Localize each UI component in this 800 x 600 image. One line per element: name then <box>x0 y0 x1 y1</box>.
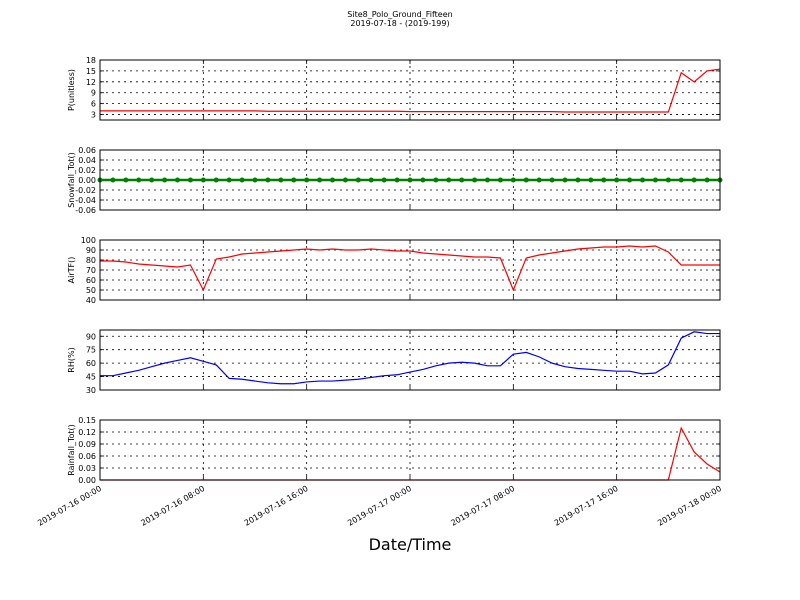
data-point <box>381 177 387 183</box>
data-point <box>575 177 581 183</box>
y-tick-label: 12 <box>86 78 96 87</box>
data-point <box>652 177 658 183</box>
data-point <box>110 177 116 183</box>
data-point <box>472 177 478 183</box>
y-axis-label: RH(%) <box>67 347 76 372</box>
data-point <box>317 177 323 183</box>
plot-frame <box>99 149 721 211</box>
y-tick-label: 3 <box>91 111 96 120</box>
y-axis-label: P(unitless) <box>67 69 76 111</box>
data-point <box>523 177 529 183</box>
y-tick-label: 0.02 <box>78 166 96 175</box>
y-tick-label: 40 <box>86 296 96 305</box>
data-point <box>200 177 206 183</box>
y-tick-label: 9 <box>91 89 96 98</box>
y-tick-label: 0.15 <box>78 416 96 425</box>
y-tick-label: 6 <box>91 100 96 109</box>
data-point <box>187 177 193 183</box>
plot-frame <box>99 59 721 121</box>
y-tick-label: 100 <box>81 236 96 245</box>
data-line <box>100 245 720 292</box>
data-point <box>342 177 348 183</box>
y-tick-label: 45 <box>86 373 96 382</box>
y-tick-label: 50 <box>86 286 96 295</box>
data-point <box>549 177 555 183</box>
y-tick-label: 18 <box>86 56 96 65</box>
data-point <box>330 177 335 183</box>
plot-frame <box>99 239 721 301</box>
data-point <box>278 177 284 183</box>
data-point <box>627 177 633 183</box>
data-point <box>433 177 439 183</box>
y-tick-label: 0.04 <box>78 156 96 165</box>
y-axis-label: Rainfall_Tot() <box>67 424 76 476</box>
y-tick-label: 75 <box>86 346 96 355</box>
y-axis-label: Snowfall_Tot() <box>67 152 76 208</box>
y-tick-label: 30 <box>86 386 96 395</box>
data-line <box>100 331 720 385</box>
y-tick-label: 0.12 <box>78 428 96 437</box>
y-tick-label: 90 <box>86 246 96 255</box>
data-point <box>678 177 684 183</box>
y-tick-label: -0.06 <box>75 206 96 215</box>
data-line <box>100 68 721 113</box>
data-point <box>459 177 465 183</box>
data-point <box>239 177 245 183</box>
plot-frame <box>99 419 721 481</box>
data-point <box>640 177 645 183</box>
data-point <box>162 177 168 183</box>
chart-subtitle: 2019-07-18 - (2019-199) <box>350 19 449 28</box>
data-point <box>304 177 310 183</box>
data-point <box>691 177 697 183</box>
data-point <box>614 177 620 183</box>
data-point <box>136 177 142 183</box>
y-tick-label: 60 <box>86 359 96 368</box>
data-point <box>407 177 413 183</box>
y-tick-label: 70 <box>86 266 96 275</box>
data-point <box>368 177 374 183</box>
data-point <box>704 177 710 183</box>
data-point <box>446 177 452 183</box>
y-axis-label: AirTF() <box>67 257 76 284</box>
y-tick-label: 15 <box>86 67 96 76</box>
data-point <box>485 177 490 183</box>
data-point <box>588 177 594 183</box>
data-point <box>510 177 516 183</box>
data-point <box>497 177 503 183</box>
y-tick-label: 0.06 <box>78 452 96 461</box>
data-point <box>562 177 568 183</box>
data-point <box>226 177 232 183</box>
data-point <box>601 177 607 183</box>
chart-title: Site8_Polo_Ground_Fifteen <box>347 10 452 19</box>
data-point <box>355 177 361 183</box>
data-point <box>123 177 129 183</box>
data-point <box>536 177 542 183</box>
y-tick-label: 80 <box>86 256 96 265</box>
plot-frame <box>99 329 721 391</box>
y-tick-label: 0.00 <box>78 476 96 485</box>
data-point <box>213 177 219 183</box>
data-point <box>665 177 671 183</box>
y-tick-label: 0.09 <box>78 440 96 449</box>
y-tick-label: 90 <box>86 332 96 341</box>
y-tick-label: 60 <box>86 276 96 285</box>
x-axis-label: Date/Time <box>369 535 452 554</box>
data-point <box>175 177 180 183</box>
data-point <box>252 177 258 183</box>
y-tick-label: 0.03 <box>78 464 96 473</box>
y-tick-label: -0.02 <box>75 186 96 195</box>
data-point <box>265 177 271 183</box>
y-tick-label: 0.00 <box>78 176 96 185</box>
data-point <box>420 177 426 183</box>
data-point <box>291 177 297 183</box>
data-point <box>149 177 155 183</box>
y-tick-label: 0.06 <box>78 146 96 155</box>
data-point <box>394 177 400 183</box>
y-tick-label: -0.04 <box>75 196 96 205</box>
